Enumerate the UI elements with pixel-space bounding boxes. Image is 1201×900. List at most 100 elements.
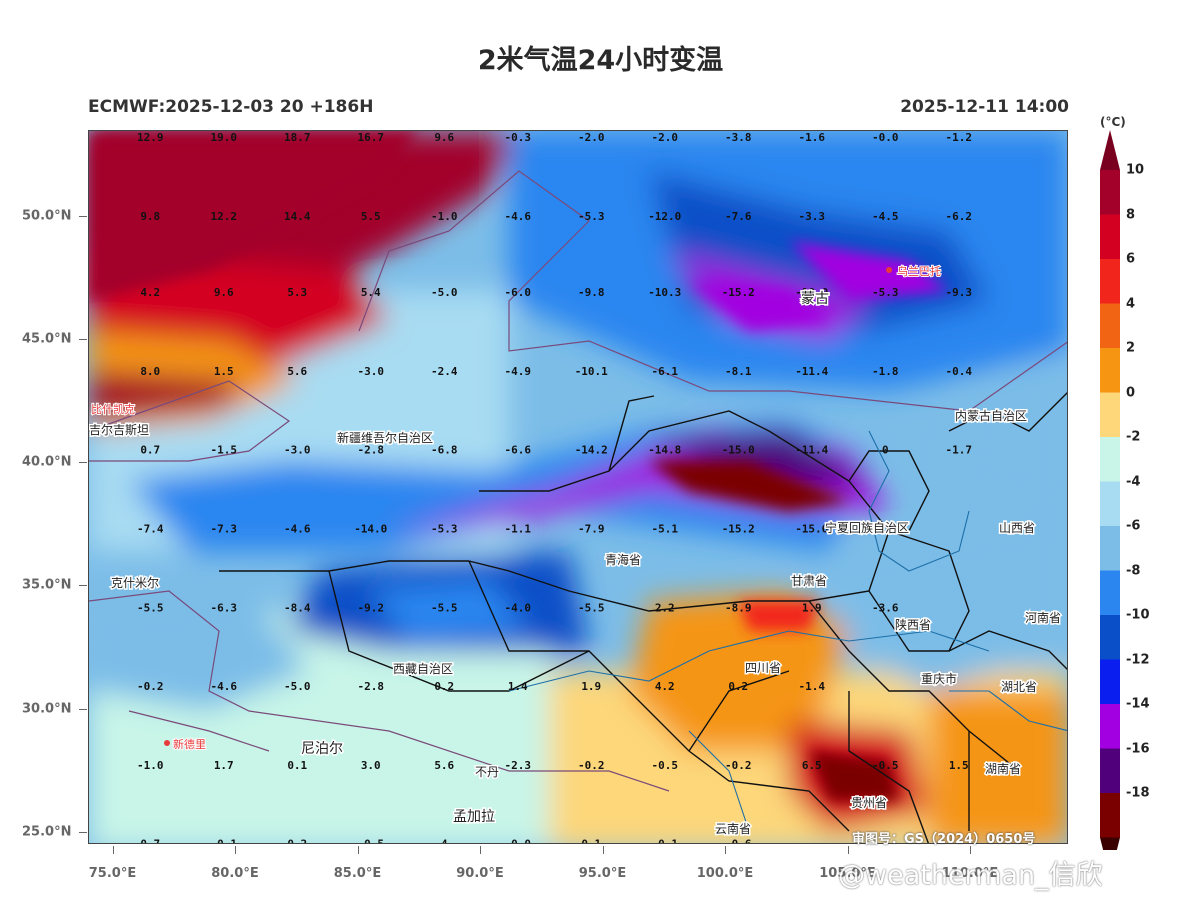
- grid-value-r6-c0: -5.5: [137, 601, 164, 614]
- colorbar-segment-11: [1100, 659, 1120, 704]
- model-run-label: ECMWF:2025-12-03 20 +186H: [88, 97, 374, 117]
- province-borders: [219, 392, 1067, 843]
- label-hunan: 湖南省: [985, 761, 1021, 776]
- grid-value-r6-c9: 1.9: [802, 601, 822, 614]
- grid-value-r9-c8: -0.6: [725, 838, 752, 844]
- grid-value-r2-c1: 9.6: [214, 286, 234, 299]
- grid-value-r4-c8: -15.0: [722, 444, 755, 457]
- grid-value-r7-c4: 0.2: [434, 680, 454, 693]
- grid-value-r2-c9: -10.0: [795, 286, 828, 299]
- grid-value-r0-c10: -0.0: [872, 131, 899, 144]
- lat-label-1: 45.0°N: [22, 331, 72, 347]
- grid-value-r3-c4: -2.4: [431, 365, 458, 378]
- label-kashmir: 克什米尔: [111, 575, 159, 590]
- grid-value-r2-c7: -10.3: [648, 286, 681, 299]
- lon-tick-4: [602, 846, 604, 854]
- lon-label-0: 75.0°E: [88, 866, 137, 881]
- label-henan: 河南省: [1025, 610, 1061, 625]
- lon-label-4: 95.0°E: [578, 866, 627, 881]
- grid-value-r7-c5: 1.4: [508, 680, 528, 693]
- lat-tick-5: [79, 831, 87, 833]
- grid-value-r9-c1: -0.1: [211, 838, 238, 844]
- lon-tick-2: [357, 846, 359, 854]
- grid-value-r9-c0: 0.7: [140, 838, 160, 844]
- colorbar-label-12: -14: [1126, 696, 1150, 712]
- grid-value-r8-c3: 3.0: [361, 759, 381, 772]
- watermark: @weatherman_信欣: [838, 860, 1103, 891]
- grid-value-r0-c6: -2.0: [578, 131, 605, 144]
- label-ulaanbaatar: 乌兰巴托: [897, 264, 941, 278]
- grid-value-r1-c6: -5.3: [578, 210, 605, 223]
- grid-value-r0-c1: 19.0: [211, 131, 238, 144]
- grid-value-r6-c2: -8.4: [284, 601, 311, 614]
- grid-value-r6-c6: -5.5: [578, 601, 605, 614]
- grid-value-r1-c5: -4.6: [505, 210, 532, 223]
- grid-value-r8-c10: -0.5: [872, 759, 899, 772]
- grid-value-r1-c10: -4.5: [872, 210, 899, 223]
- colorbar-segment-4: [1100, 348, 1120, 393]
- colorbar-label-6: -2: [1126, 429, 1141, 445]
- grid-value-r0-c11: -1.2: [946, 131, 973, 144]
- grid-value-r0-c9: -1.6: [799, 131, 826, 144]
- grid-value-r4-c3: -2.8: [358, 444, 385, 457]
- colorbar-segment-3: [1100, 303, 1120, 348]
- colorbar-label-9: -8: [1126, 563, 1141, 578]
- grid-value-r2-c0: 4.2: [140, 286, 160, 299]
- grid-value-r5-c5: -1.1: [505, 522, 532, 535]
- grid-value-r2-c4: -5.0: [431, 286, 458, 299]
- grid-value-r8-c9: 6.5: [802, 759, 822, 772]
- grid-value-r2-c8: -15.2: [722, 286, 755, 299]
- colorbar-label-2: 6: [1126, 251, 1136, 267]
- label-sichuan: 四川省: [745, 661, 781, 675]
- colorbar-top-arrow: [1100, 130, 1120, 170]
- grid-value-r6-c10: -3.6: [872, 601, 899, 614]
- colorbar-segment-8: [1100, 526, 1120, 571]
- lat-label-4: 30.0°N: [22, 701, 72, 717]
- grid-value-r3-c8: -8.1: [725, 365, 752, 378]
- grid-value-r1-c8: -7.6: [725, 210, 752, 223]
- grid-value-r0-c7: -2.0: [652, 131, 679, 144]
- grid-value-r9-c5: -0.0: [505, 838, 532, 844]
- ulaanbaatar-dot: [886, 267, 892, 273]
- grid-value-r5-c2: -4.6: [284, 522, 311, 535]
- grid-value-r2-c3: 5.4: [361, 286, 381, 299]
- grid-value-r0-c4: 9.6: [434, 131, 454, 144]
- grid-value-r0-c5: -0.3: [505, 131, 532, 144]
- label-guizhou: 贵州省: [851, 796, 887, 810]
- grid-value-r8-c1: 1.7: [214, 759, 234, 772]
- colorbar-label-1: 8: [1126, 207, 1136, 222]
- grid-value-r8-c8: -0.2: [725, 759, 752, 772]
- grid-value-r4-c1: -1.5: [211, 444, 238, 457]
- grid-value-r8-c2: 0.1: [287, 759, 307, 772]
- grid-value-r5-c0: -7.4: [137, 522, 164, 535]
- colorbar-unit: (°C): [1100, 115, 1126, 129]
- grid-value-r6-c5: -4.0: [505, 601, 532, 614]
- lon-tick-5: [725, 846, 726, 854]
- map-panel: 12.9 19.0 18.7 16.7 9.6 -0.3 -2.0 -2.0 -3.8 -1.6 -…: [88, 130, 1068, 844]
- grid-value-r7-c9: -1.4: [799, 680, 826, 693]
- grid-value-r5-c10: 8.2: [875, 522, 895, 535]
- new-delhi-dot: [164, 740, 170, 746]
- grid-value-r8-c5: -2.3: [505, 759, 532, 772]
- grid-value-r1-c7: -12.0: [648, 210, 681, 223]
- lat-label-5: 25.0°N: [22, 824, 72, 840]
- grid-value-r5-c7: -5.1: [652, 522, 679, 535]
- grid-value-r3-c2: 5.6: [287, 365, 307, 378]
- grid-value-r7-c2: -5.0: [284, 680, 311, 693]
- grid-value-r9-c2: 0.2: [287, 838, 307, 844]
- temperature-change-map: 12.9 19.0 18.7 16.7 9.6 -0.3 -2.0 -2.0 -3.8 -1.6 -…: [89, 131, 1067, 844]
- grid-value-r3-c9: -11.4: [795, 365, 828, 378]
- colorbar-segment-7: [1100, 481, 1120, 526]
- label-qinghai: 青海省: [605, 552, 641, 567]
- lon-label-2: 85.0°E: [333, 866, 382, 881]
- grid-value-r8-c11: 1.5: [949, 759, 969, 772]
- colorbar-segment-6: [1100, 437, 1120, 482]
- label-bishkek: 比什凯克: [91, 403, 135, 416]
- lon-tick-0: [112, 846, 114, 854]
- label-inner-mongolia: 内蒙古自治区: [955, 408, 1027, 423]
- colorbar-bottom-arrow: [1100, 837, 1120, 850]
- colorbar-label-14: -18: [1126, 785, 1150, 801]
- lat-tick-1: [79, 339, 87, 341]
- grid-value-r7-c8: 0.2: [728, 680, 748, 693]
- grid-value-r5-c3: -14.0: [354, 522, 387, 535]
